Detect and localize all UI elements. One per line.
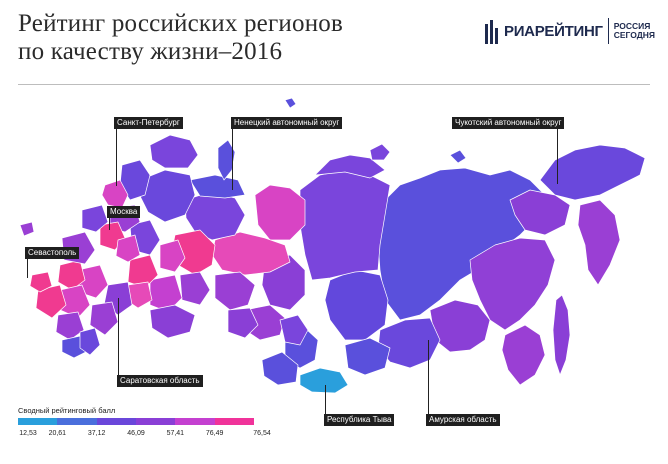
region-khanty (211, 231, 291, 276)
callout-chukotka: Чукотский автономный округ (452, 117, 565, 129)
legend-swatch (57, 418, 97, 425)
region-orenburg (149, 304, 196, 339)
callout-line-sevastopol (27, 256, 28, 278)
region-magadan (509, 189, 571, 236)
region-primorye (501, 324, 546, 386)
logo-brand: РИАРЕЙТИНГ (504, 22, 603, 40)
region-irkutsk (324, 269, 389, 341)
legend-swatch (96, 418, 136, 425)
legend-tick-labels: 12,53 20,61 37,12 46,09 57,41 76,49 76,54 (0, 430, 300, 440)
legend-swatch (18, 418, 58, 425)
legend-tick-label: 37,12 (87, 430, 106, 437)
callout-line-nenets (232, 124, 233, 190)
ria-logo-icon (485, 20, 498, 44)
region-kemerovo (279, 314, 309, 346)
page-title: Рейтинг российских регионов по качеству … (18, 10, 343, 66)
region-yakutia (377, 167, 546, 321)
title-line-2: по качеству жизни–2016 (18, 38, 283, 65)
region-severnaya (369, 143, 391, 161)
callout-line-spb (116, 124, 117, 186)
region-kaliningrad (19, 221, 35, 237)
region-buryatia (344, 337, 391, 376)
header-divider (18, 84, 650, 85)
region-perm (159, 239, 186, 273)
region-tver (81, 204, 109, 233)
region-taymyr (314, 154, 386, 179)
logo-sub-line-1: РОССИЯ (613, 21, 651, 31)
region-nenets (189, 174, 246, 199)
region-krasnoyarsk (299, 169, 391, 281)
legend-swatch (175, 418, 215, 425)
callout-tuva: Республика Тыва (324, 414, 395, 426)
legend-tick-label: 76,49 (205, 430, 224, 437)
callout-line-tuva (325, 385, 326, 416)
region-arkhangelsk (139, 169, 196, 223)
region-tyumen (214, 271, 256, 311)
region-murmansk (149, 134, 199, 169)
legend-tick-label: 76,54 (253, 430, 271, 437)
legend-tick-label: 46,09 (127, 430, 145, 437)
callout-saratov: Саратовская область (117, 375, 203, 387)
title-line-1: Рейтинг российских регионов (18, 10, 343, 37)
region-sakhalin (552, 294, 571, 376)
region-stavropol (55, 311, 85, 341)
logo-separator (607, 18, 609, 44)
logo-sub-line-2: СЕГОДНЯ (613, 30, 656, 40)
legend-title: Сводный рейтинговый балл (18, 406, 116, 415)
region-new-siberian (449, 149, 467, 164)
region-dagestan (79, 327, 101, 356)
region-crimea (29, 271, 53, 293)
region-krasnodar (35, 284, 67, 319)
callout-line-saratov (118, 298, 119, 376)
region-omsk (227, 307, 259, 339)
region-chelyabinsk (179, 271, 211, 306)
callout-line-amur (428, 340, 429, 416)
legend-tick-label: 20,61 (48, 430, 67, 437)
region-franz-josef (284, 97, 297, 109)
callout-line-chukotka (557, 124, 558, 184)
legend-swatch (135, 418, 176, 425)
legend-swatch (214, 418, 254, 425)
region-amur (429, 299, 491, 353)
callout-nenets: Ненецкий автономный округ (231, 117, 343, 129)
region-tatarstan (127, 254, 159, 289)
logo-subtitle: РОССИЯ СЕГОДНЯ (614, 22, 655, 40)
region-nizhny (115, 234, 141, 263)
callout-moscow: Москва (107, 206, 141, 218)
region-yamal (254, 184, 306, 241)
legend-color-scale (18, 418, 254, 425)
callout-line-moscow (109, 216, 110, 230)
region-volgograd (89, 301, 119, 336)
ria-rating-logo: РИАРЕЙТИНГ РОССИЯ СЕГОДНЯ (485, 16, 655, 46)
legend-tick-label: 12,53 (19, 430, 37, 437)
region-khabarovsk (469, 237, 556, 331)
region-zabaykalsky (377, 317, 441, 369)
region-tuva (299, 367, 349, 394)
region-chukotka (539, 144, 646, 201)
region-altai (261, 351, 299, 386)
callout-amur: Амурская область (426, 414, 500, 426)
callout-sevastopol: Севастополь (25, 247, 80, 259)
legend-tick-label: 57,41 (166, 430, 185, 437)
callout-spb: Санкт-Петербург (114, 117, 183, 129)
region-kamchatka (577, 199, 621, 286)
